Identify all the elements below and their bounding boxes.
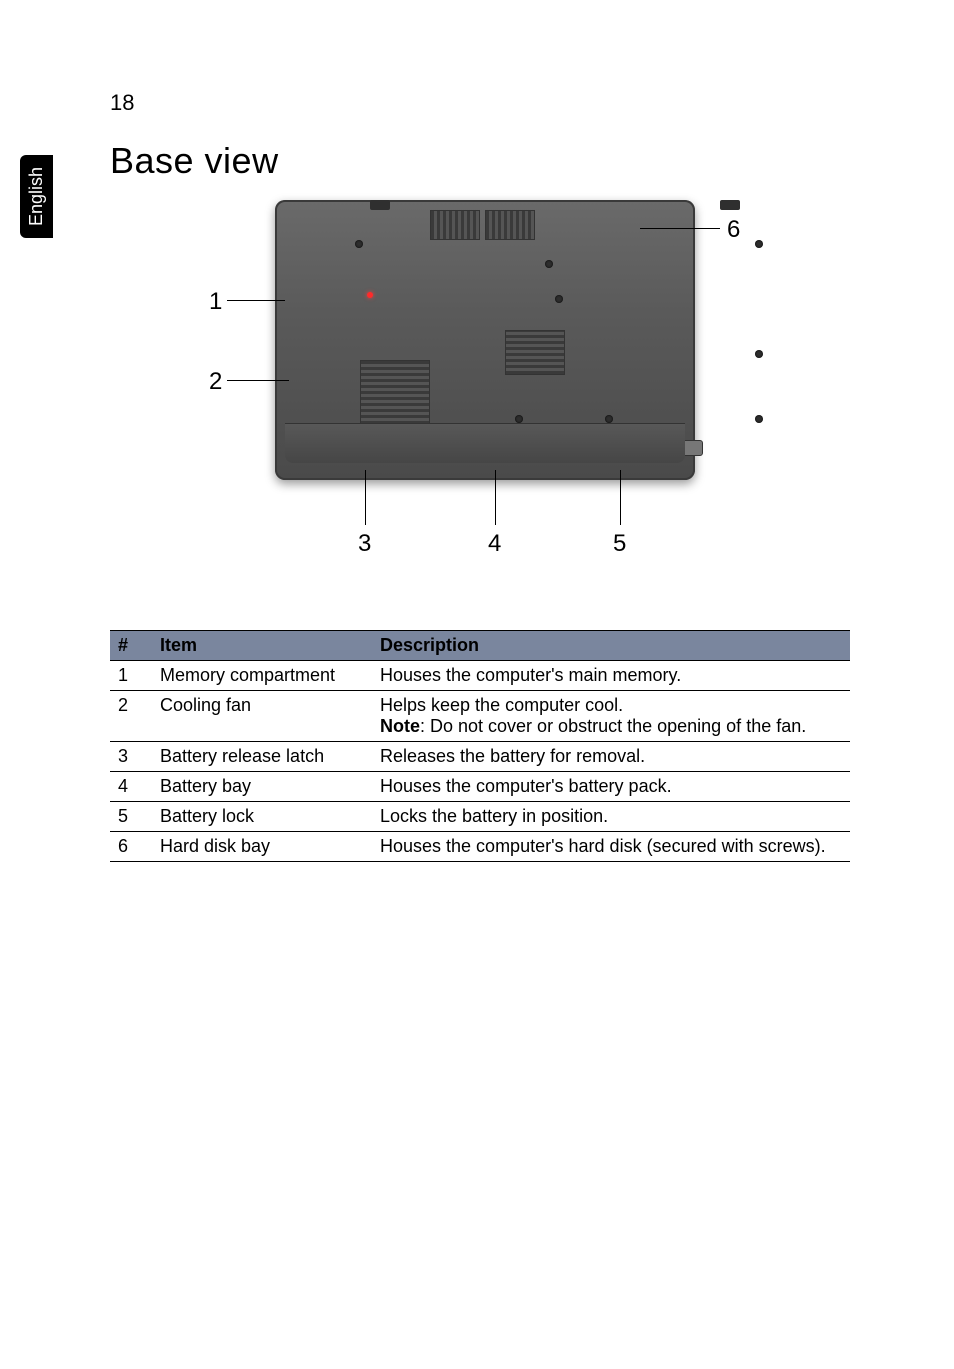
note-label: Note <box>380 716 420 736</box>
callout-line <box>365 470 366 525</box>
manual-page: English 18 Base view 1 2 6 <box>0 0 954 1369</box>
cell-desc: Releases the battery for removal. <box>372 742 850 772</box>
cell-item: Battery release latch <box>152 742 372 772</box>
cell-desc: Houses the computer's main memory. <box>372 661 850 691</box>
table-row: 5 Battery lock Locks the battery in posi… <box>110 802 850 832</box>
callout-line <box>227 300 285 301</box>
cell-item: Battery bay <box>152 772 372 802</box>
desc-line2: : Do not cover or obstruct the opening o… <box>420 716 806 736</box>
callout-2: 2 <box>209 368 222 396</box>
indicator-led-icon <box>367 292 373 298</box>
table-row: 4 Battery bay Houses the computer's batt… <box>110 772 850 802</box>
callout-line <box>640 228 720 229</box>
callout-6: 6 <box>727 216 740 244</box>
table-header-row: # Item Description <box>110 631 850 661</box>
cell-item: Memory compartment <box>152 661 372 691</box>
cell-desc: Houses the computer's hard disk (secured… <box>372 832 850 862</box>
callout-line <box>227 380 289 381</box>
desc-line1: Helps keep the computer cool. <box>380 695 623 715</box>
callout-1: 1 <box>209 288 222 316</box>
cell-item: Cooling fan <box>152 691 372 742</box>
hinge-icon <box>370 200 390 210</box>
screw-icon <box>545 260 553 268</box>
hinge-icon <box>720 200 740 210</box>
table-row: 6 Hard disk bay Houses the computer's ha… <box>110 832 850 862</box>
header-item: Item <box>152 631 372 661</box>
screw-icon <box>515 415 523 423</box>
callout-line <box>620 470 621 525</box>
cell-item: Hard disk bay <box>152 832 372 862</box>
screw-icon <box>605 415 613 423</box>
cell-desc: Locks the battery in position. <box>372 802 850 832</box>
screw-icon <box>755 415 763 423</box>
vent-icon <box>485 210 535 240</box>
screw-icon <box>755 350 763 358</box>
header-desc: Description <box>372 631 850 661</box>
callout-5: 5 <box>613 530 626 558</box>
callout-line <box>495 470 496 525</box>
page-title: Base view <box>110 140 279 182</box>
cell-num: 3 <box>110 742 152 772</box>
page-number: 18 <box>110 90 134 116</box>
vent-icon <box>505 330 565 375</box>
cell-num: 1 <box>110 661 152 691</box>
battery-bay-icon <box>285 423 685 463</box>
header-num: # <box>110 631 152 661</box>
callout-4: 4 <box>488 530 501 558</box>
cell-desc: Helps keep the computer cool. Note: Do n… <box>372 691 850 742</box>
cooling-fan-vent-icon <box>360 360 430 425</box>
language-tab: English <box>20 155 53 238</box>
parts-table: # Item Description 1 Memory compartment … <box>110 630 850 862</box>
vent-icon <box>430 210 480 240</box>
cell-num: 6 <box>110 832 152 862</box>
callout-3: 3 <box>358 530 371 558</box>
cell-num: 5 <box>110 802 152 832</box>
table-row: 2 Cooling fan Helps keep the computer co… <box>110 691 850 742</box>
table-row: 3 Battery release latch Releases the bat… <box>110 742 850 772</box>
screw-icon <box>755 240 763 248</box>
cell-num: 2 <box>110 691 152 742</box>
cell-num: 4 <box>110 772 152 802</box>
cell-item: Battery lock <box>152 802 372 832</box>
screw-icon <box>555 295 563 303</box>
screw-icon <box>355 240 363 248</box>
table-row: 1 Memory compartment Houses the computer… <box>110 661 850 691</box>
base-view-diagram: 1 2 6 3 4 5 <box>205 190 735 570</box>
cell-desc: Houses the computer's battery pack. <box>372 772 850 802</box>
